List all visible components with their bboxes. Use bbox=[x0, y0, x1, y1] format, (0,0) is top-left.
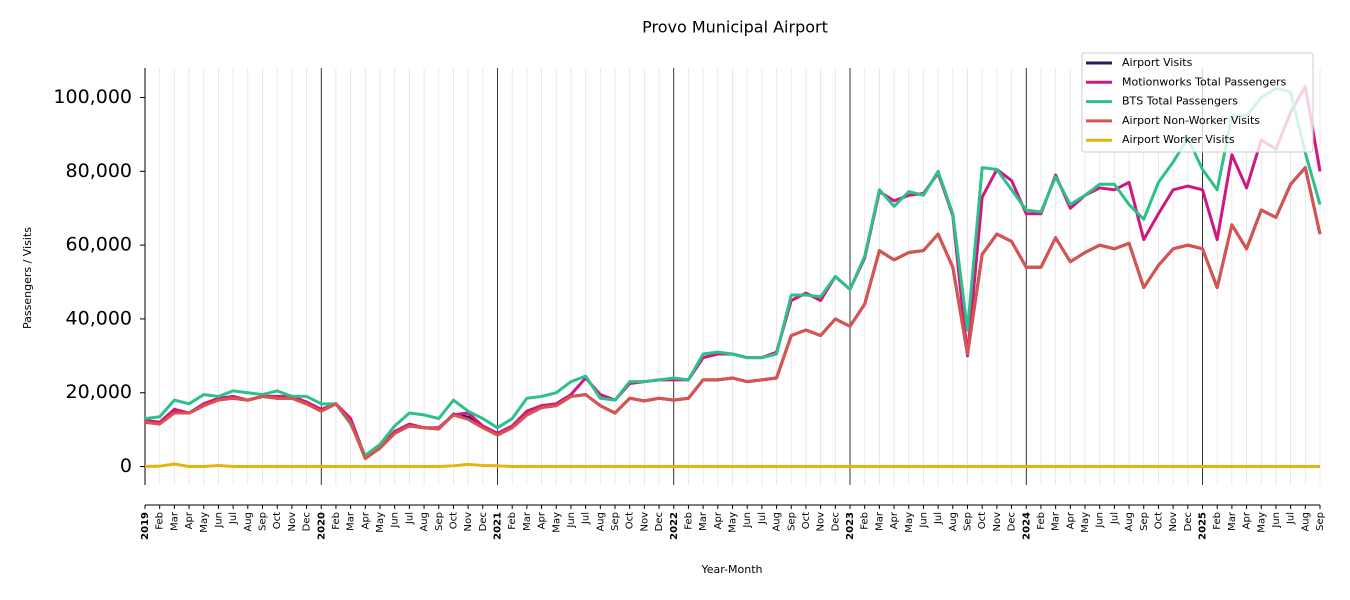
x-tick-label: 2023 bbox=[845, 512, 856, 540]
x-tick-label: Nov bbox=[1168, 512, 1179, 532]
x-tick-label: Jun bbox=[742, 512, 753, 529]
x-tick-label: Oct bbox=[448, 512, 459, 529]
x-tick-label: Nov bbox=[992, 512, 1003, 532]
legend-label: BTS Total Passengers bbox=[1122, 95, 1238, 108]
x-tick-label: Oct bbox=[1153, 512, 1164, 529]
x-tick-label: Nov bbox=[816, 512, 827, 532]
x-tick-label: Aug bbox=[772, 512, 783, 532]
x-tick-label: Apr bbox=[889, 511, 900, 529]
x-tick-label: Jun bbox=[918, 512, 929, 529]
x-tick-label: Nov bbox=[287, 512, 298, 532]
x-tick-label: Sep bbox=[610, 512, 621, 531]
x-tick-label: Feb bbox=[1036, 512, 1047, 530]
x-tick-label: Jun bbox=[566, 512, 577, 529]
x-tick-label: Dec bbox=[302, 512, 313, 531]
y-tick-label: 60,000 bbox=[66, 234, 132, 256]
series-line bbox=[144, 166, 1322, 460]
x-tick-label: 2025 bbox=[1198, 512, 1209, 540]
x-tick-label: May bbox=[551, 512, 562, 533]
x-tick-label: Apr bbox=[1242, 511, 1253, 529]
x-tick-label: Mar bbox=[169, 511, 180, 531]
x-tick-label: 2021 bbox=[493, 512, 504, 540]
x-tick-label: Feb bbox=[1212, 512, 1223, 530]
x-tick-label: Sep bbox=[434, 512, 445, 531]
x-tick-label: Feb bbox=[683, 512, 694, 530]
x-tick-label: Sep bbox=[1315, 512, 1326, 531]
x-tick-label: Aug bbox=[1124, 512, 1135, 532]
legend-box bbox=[1081, 52, 1314, 153]
x-tick-label: Sep bbox=[786, 512, 797, 531]
x-tick-label: Jul bbox=[933, 512, 944, 525]
x-tick-label: Mar bbox=[698, 511, 709, 531]
x-tick-label: May bbox=[1080, 512, 1091, 533]
x-tick-label: 2020 bbox=[316, 512, 327, 540]
x-tick-label: Jul bbox=[1109, 512, 1120, 525]
x-tick-label: 2022 bbox=[669, 512, 680, 540]
x-tick-label: Feb bbox=[507, 512, 518, 530]
x-tick-label: Oct bbox=[272, 512, 283, 529]
y-tick-label: 20,000 bbox=[66, 381, 132, 403]
x-tick-label: Dec bbox=[830, 512, 841, 531]
x-tick-label: Jul bbox=[581, 512, 592, 525]
x-tick-label: Dec bbox=[1007, 512, 1018, 531]
x-tick-label: May bbox=[728, 512, 739, 533]
x-tick-label: Mar bbox=[346, 511, 357, 531]
x-tick-label: Feb bbox=[331, 512, 342, 530]
x-tick-label: May bbox=[375, 512, 386, 533]
x-tick-label: Dec bbox=[1183, 512, 1194, 531]
chart-title: Provo Municipal Airport bbox=[642, 18, 828, 37]
x-tick-label: Apr bbox=[713, 511, 724, 529]
x-tick-label: 2024 bbox=[1021, 512, 1032, 540]
x-tick-label: Aug bbox=[948, 512, 959, 532]
x-tick-label: Apr bbox=[360, 511, 371, 529]
x-tick-label: Jun bbox=[390, 512, 401, 529]
x-tick-label: Mar bbox=[874, 511, 885, 531]
legend-label: Motionworks Total Passengers bbox=[1122, 75, 1287, 88]
x-tick-label: Jul bbox=[757, 512, 768, 525]
x-tick-label: Jul bbox=[1286, 512, 1297, 525]
legend-label: Airport Visits bbox=[1122, 56, 1193, 69]
x-tick-label: May bbox=[1256, 512, 1267, 533]
x-tick-label: Jul bbox=[228, 512, 239, 525]
y-tick-label: 0 bbox=[120, 455, 132, 477]
x-tick-label: Nov bbox=[639, 512, 650, 532]
x-tick-label: Oct bbox=[801, 512, 812, 529]
y-tick-label: 80,000 bbox=[66, 160, 132, 182]
x-tick-label: Apr bbox=[1065, 511, 1076, 529]
x-tick-label: Nov bbox=[463, 512, 474, 532]
x-tick-label: Jul bbox=[404, 512, 415, 525]
x-tick-label: Apr bbox=[184, 511, 195, 529]
x-tick-label: Mar bbox=[522, 511, 533, 531]
x-tick-label: 2019 bbox=[140, 512, 151, 540]
x-tick-label: Mar bbox=[1227, 511, 1238, 531]
x-axis-label: Year-Month bbox=[700, 563, 762, 576]
x-tick-label: Aug bbox=[243, 512, 254, 532]
x-tick-label: Sep bbox=[1139, 512, 1150, 531]
y-axis-label: Passengers / Visits bbox=[21, 227, 34, 329]
x-tick-label: Oct bbox=[977, 512, 988, 529]
x-tick-label: Aug bbox=[1300, 512, 1311, 532]
x-tick-label: May bbox=[904, 512, 915, 533]
series-line bbox=[144, 462, 1320, 469]
x-tick-label: Dec bbox=[478, 512, 489, 531]
x-tick-label: Sep bbox=[258, 512, 269, 531]
x-tick-label: Feb bbox=[860, 512, 871, 530]
x-tick-label: Mar bbox=[1051, 511, 1062, 531]
x-tick-label: Apr bbox=[537, 511, 548, 529]
x-tick-label: Sep bbox=[963, 512, 974, 531]
x-tick-label: Jun bbox=[213, 512, 224, 529]
y-tick-label: 100,000 bbox=[53, 86, 132, 108]
x-tick-label: Oct bbox=[625, 512, 636, 529]
x-tick-label: Aug bbox=[419, 512, 430, 532]
y-tick-label: 40,000 bbox=[66, 307, 132, 329]
legend-label: Airport Non-Worker Visits bbox=[1122, 114, 1260, 127]
x-tick-label: May bbox=[199, 512, 210, 533]
x-tick-label: Jun bbox=[1095, 512, 1106, 529]
x-tick-label: Jun bbox=[1271, 512, 1282, 529]
x-tick-label: Aug bbox=[595, 512, 606, 532]
x-tick-label: Feb bbox=[155, 512, 166, 530]
x-tick-label: Dec bbox=[654, 512, 665, 531]
legend-label: Airport Worker Visits bbox=[1122, 133, 1235, 146]
